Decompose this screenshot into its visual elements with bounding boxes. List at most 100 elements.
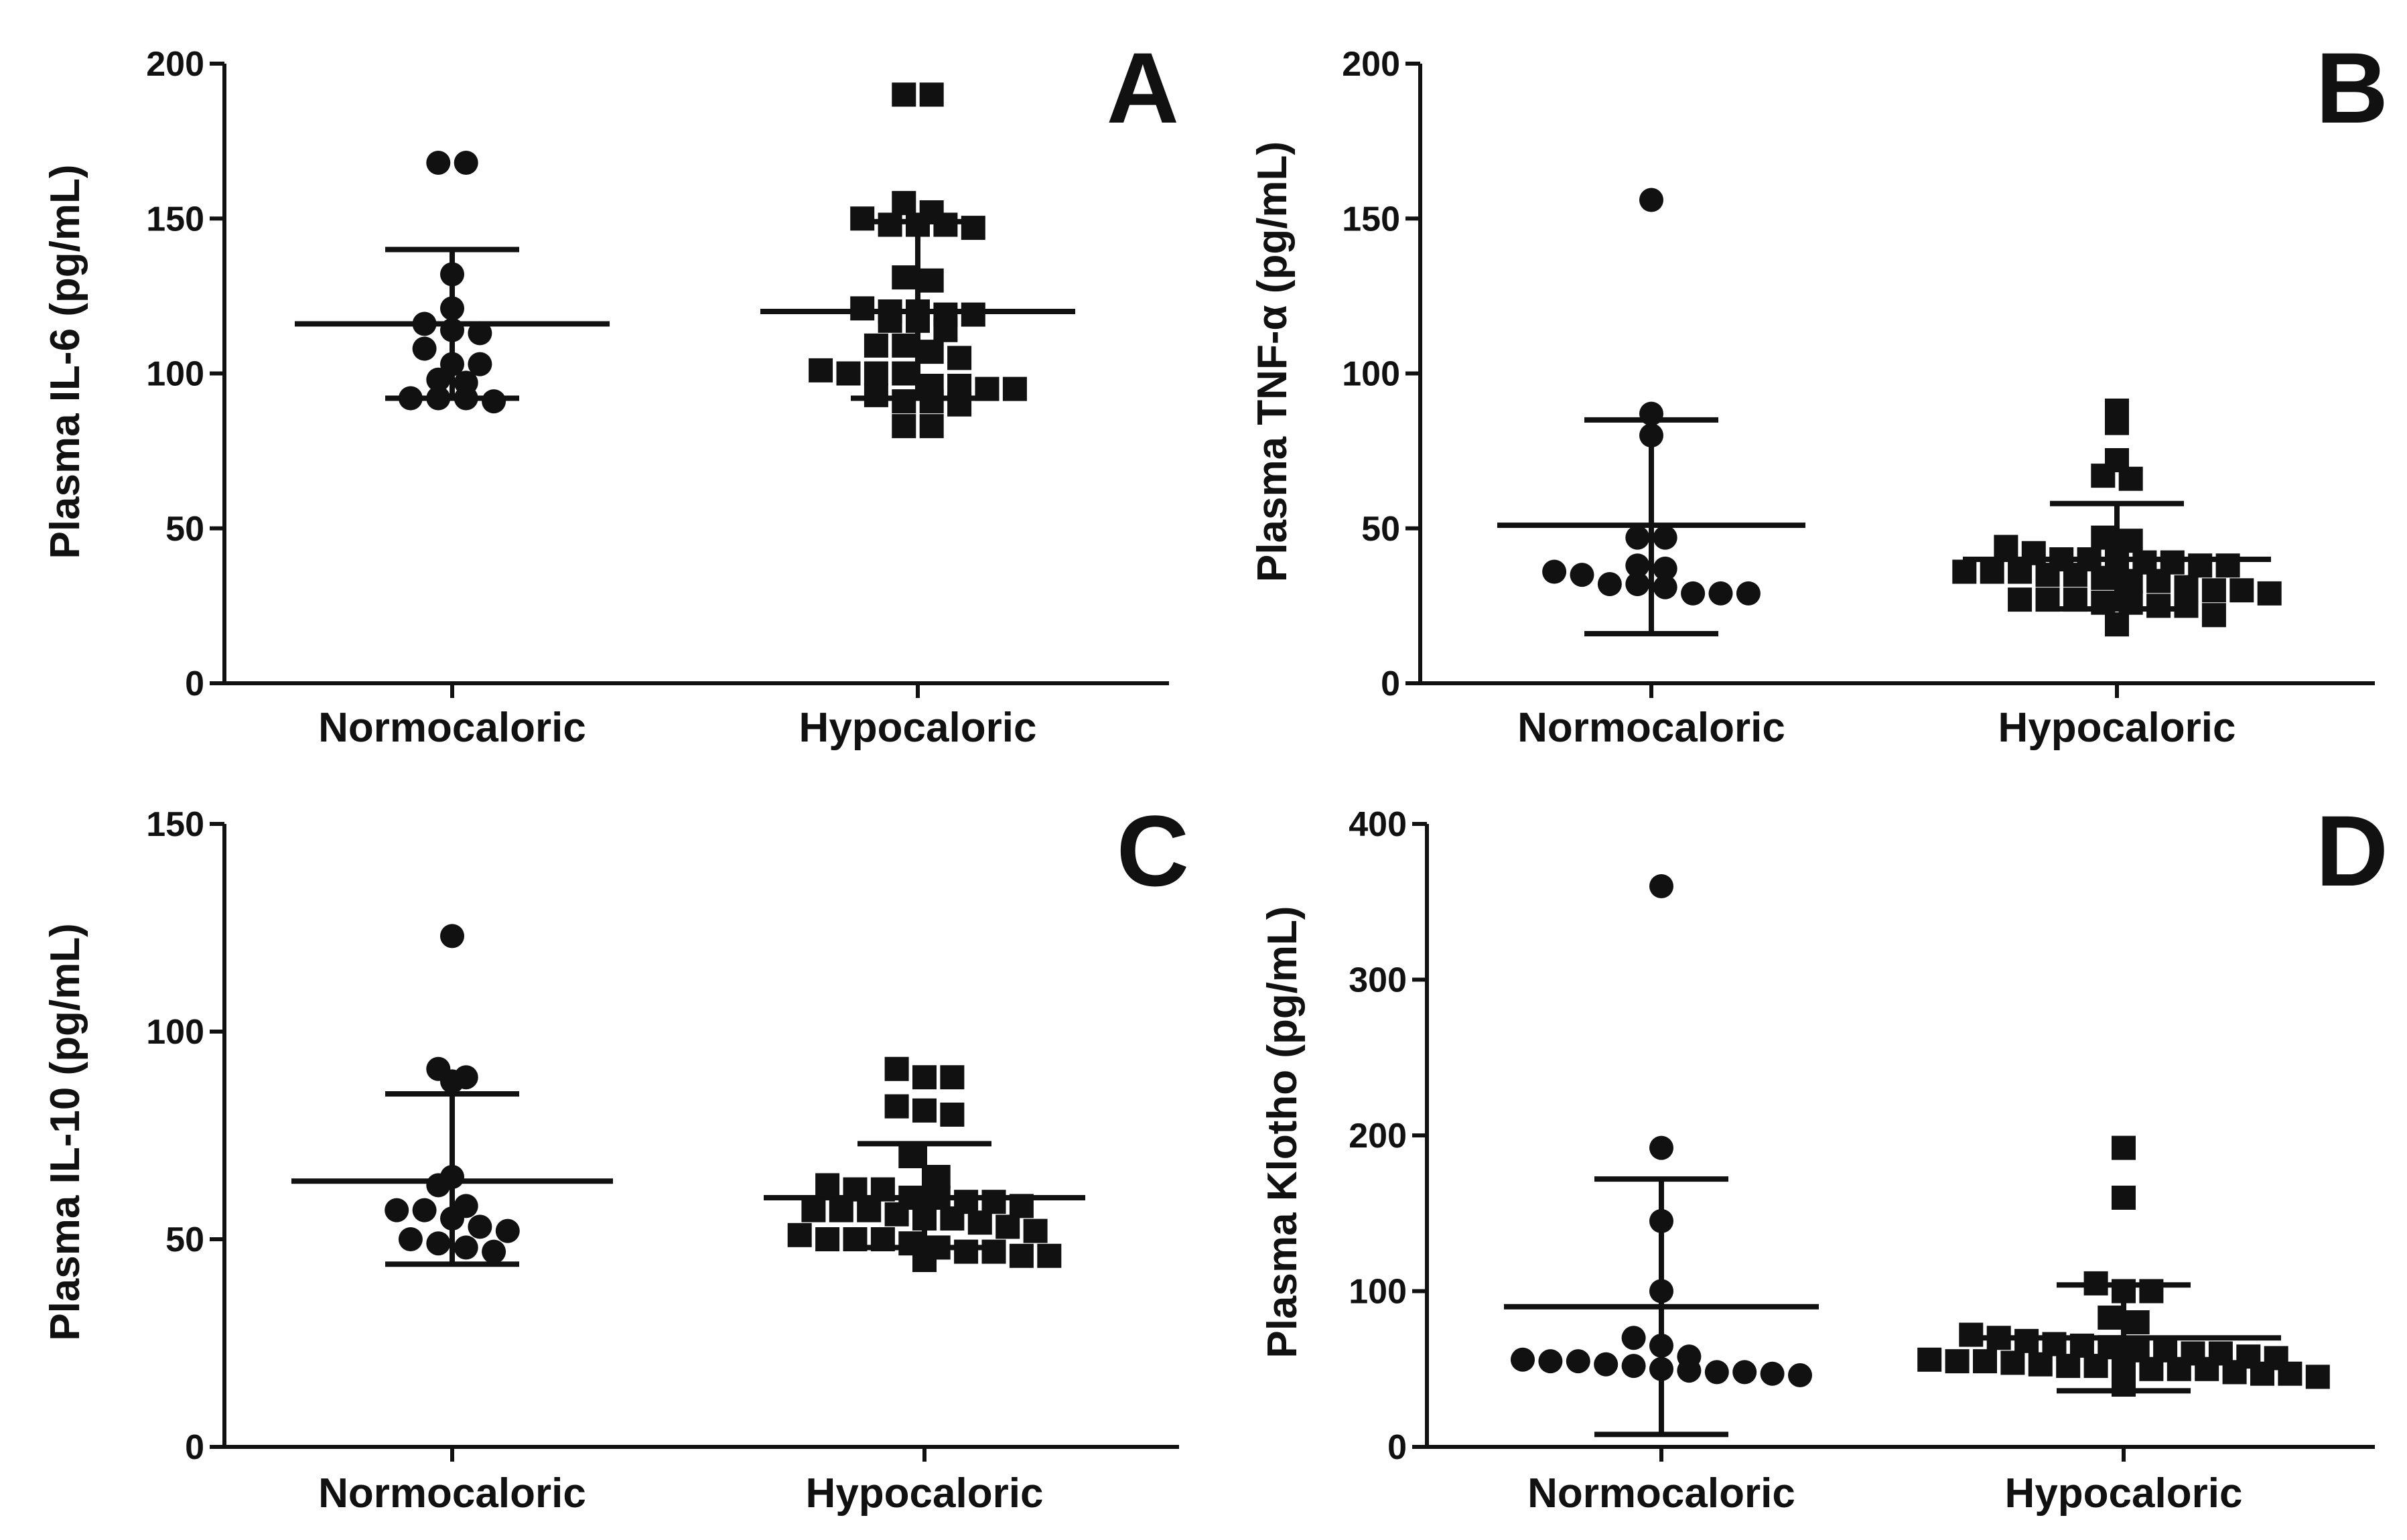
data-point-square — [1952, 559, 1977, 584]
data-point-square — [967, 1210, 992, 1235]
data-point-circle — [1736, 581, 1761, 606]
data-point-square — [1009, 1194, 1034, 1218]
panel-c: Plasma IL-10 (pg/mL) C 0 50 100 150 Normoca… — [42, 794, 1189, 1517]
axes: 0 50 100 150 200 — [146, 45, 1169, 703]
data-point-circle — [426, 367, 451, 392]
data-point-circle — [495, 1218, 520, 1243]
data-point-square — [947, 374, 972, 398]
y-tick-label: 150 — [146, 200, 204, 238]
data-point-square — [2264, 1346, 2288, 1371]
data-point-circle — [1542, 559, 1567, 584]
panel-d: Plasma Klotho (pg/mL) D 0 100 200 300 400 No… — [1259, 794, 2388, 1517]
data-point-square — [2160, 550, 2185, 575]
panel-letter: C — [1117, 794, 1189, 907]
data-point-square — [2091, 590, 2116, 615]
data-point-circle — [1681, 581, 1706, 606]
y-tick-label: 200 — [1342, 45, 1400, 84]
data-point-circle — [440, 262, 464, 287]
category-label-normocaloric: Normocaloric — [1527, 1470, 1795, 1517]
data-point-circle — [426, 1231, 451, 1256]
data-marks — [295, 82, 1075, 439]
data-point-square — [2208, 1341, 2233, 1366]
data-point-square — [829, 1198, 853, 1222]
y-tick-label: 100 — [146, 1013, 204, 1052]
data-point-circle — [1538, 1349, 1563, 1374]
data-point-circle — [454, 1235, 478, 1260]
data-point-square — [870, 1227, 895, 1251]
data-point-circle — [426, 151, 451, 175]
data-point-square — [981, 1239, 1006, 1264]
y-axis-title: Plasma Klotho (pg/mL) — [1259, 906, 1306, 1358]
data-point-circle — [1625, 553, 1650, 578]
data-point-square — [2112, 1135, 2136, 1160]
data-point-circle — [412, 336, 437, 361]
data-point-square — [940, 1103, 965, 1127]
y-tick-label: 100 — [146, 355, 204, 394]
data-point-square — [809, 358, 833, 382]
data-point-circle — [454, 151, 478, 175]
y-tick-label: 0 — [185, 1428, 204, 1467]
data-point-square — [1994, 535, 2018, 559]
data-point-square — [2008, 587, 2033, 612]
axes: 0 50 100 150 200 — [1342, 45, 2375, 703]
data-point-square — [850, 296, 875, 321]
panel-letter: A — [1107, 31, 1179, 144]
data-point-circle — [440, 296, 464, 321]
data-point-square — [2077, 547, 2102, 571]
data-point-square — [919, 374, 944, 398]
data-point-square — [2083, 1271, 2108, 1296]
data-point-circle — [482, 389, 506, 414]
data-point-circle — [1677, 1344, 1702, 1369]
data-point-square — [898, 1144, 923, 1168]
data-point-square — [884, 1094, 909, 1119]
data-point-square — [787, 1222, 812, 1247]
category-label-normocaloric: Normocaloric — [318, 705, 586, 751]
data-point-square — [933, 302, 958, 327]
data-point-square — [2049, 547, 2074, 571]
data-point-square — [892, 265, 916, 290]
y-tick-label: 0 — [1387, 1428, 1407, 1467]
y-tick-label: 200 — [146, 45, 204, 84]
data-point-square — [1037, 1243, 1062, 1268]
data-point-square — [2105, 612, 2129, 637]
data-point-square — [898, 1231, 923, 1256]
y-tick-label: 150 — [1342, 200, 1400, 238]
data-point-circle — [1639, 423, 1663, 447]
category-label-hypocaloric: Hypocaloric — [2005, 1470, 2243, 1517]
y-tick-label: 50 — [165, 510, 204, 549]
data-point-square — [850, 206, 875, 231]
data-point-square — [843, 1227, 868, 1251]
data-point-square — [2305, 1364, 2330, 1389]
y-tick-label: 100 — [1349, 1273, 1407, 1312]
data-point-square — [961, 216, 985, 240]
data-point-circle — [1639, 188, 1663, 212]
data-point-square — [2063, 587, 2087, 612]
data-point-circle — [468, 321, 492, 346]
data-point-square — [884, 1056, 909, 1081]
y-tick-label: 0 — [1381, 664, 1400, 703]
y-axis-title: Plasma IL-6 (pg/mL) — [42, 164, 88, 559]
data-point-circle — [1594, 1352, 1619, 1377]
data-point-square — [2146, 593, 2171, 618]
data-point-square — [2105, 448, 2129, 472]
data-point-circle — [440, 924, 464, 949]
data-point-circle — [426, 1056, 451, 1081]
panel-letter: D — [2316, 794, 2388, 907]
data-point-square — [954, 1190, 979, 1214]
data-point-square — [919, 340, 944, 364]
category-label-normocaloric: Normocaloric — [1517, 705, 1785, 751]
data-point-square — [912, 1206, 937, 1231]
data-point-circle — [1621, 1354, 1646, 1379]
data-point-square — [995, 1214, 1020, 1239]
data-point-square — [815, 1227, 840, 1251]
data-point-circle — [1704, 1360, 1729, 1385]
axes: 0 100 200 300 400 — [1349, 805, 2375, 1467]
panel-letter: B — [2316, 31, 2388, 144]
data-point-square — [947, 346, 972, 370]
data-point-circle — [454, 370, 478, 395]
data-point-circle — [412, 1198, 437, 1222]
data-point-square — [1945, 1349, 1970, 1374]
data-point-square — [2118, 529, 2143, 553]
data-point-circle — [398, 386, 423, 411]
data-point-square — [2021, 541, 2046, 565]
